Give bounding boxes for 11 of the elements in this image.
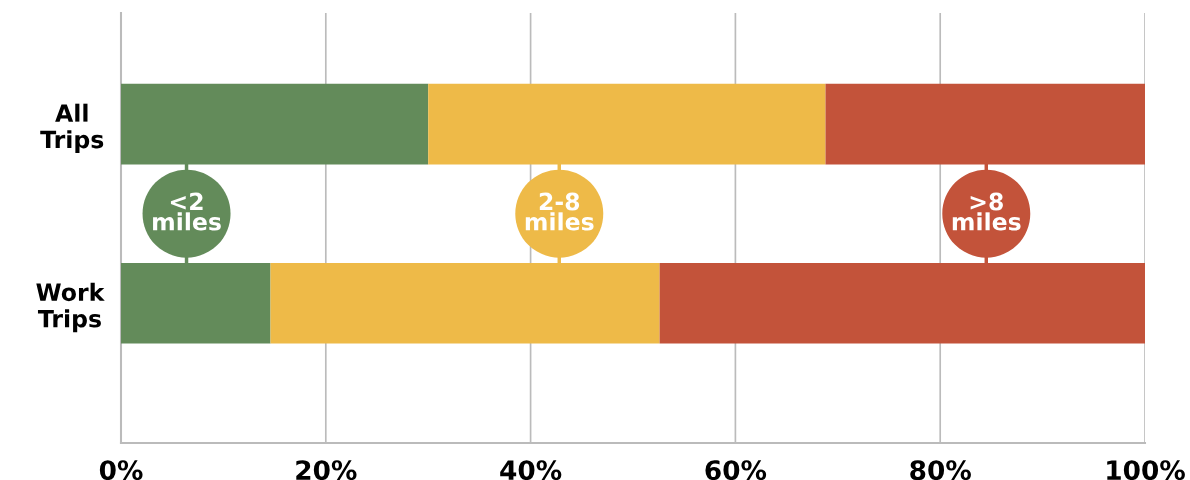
x-tick-label: 40%	[500, 460, 562, 480]
x-tick-label: 20%	[296, 460, 357, 480]
y-tick-label: Work Trips	[36, 282, 105, 333]
x-tick-label: 100%	[1107, 460, 1185, 480]
x-tick-label: 80%	[910, 460, 971, 480]
series-label: 2-8 miles	[525, 192, 594, 231]
series-label: <2 miles	[153, 192, 221, 231]
x-tick-label: 60%	[705, 460, 767, 480]
y-tick-label: All Trips	[40, 103, 104, 153]
x-tick-label: 0%	[99, 460, 143, 480]
series-label: >8 miles	[952, 192, 1021, 231]
